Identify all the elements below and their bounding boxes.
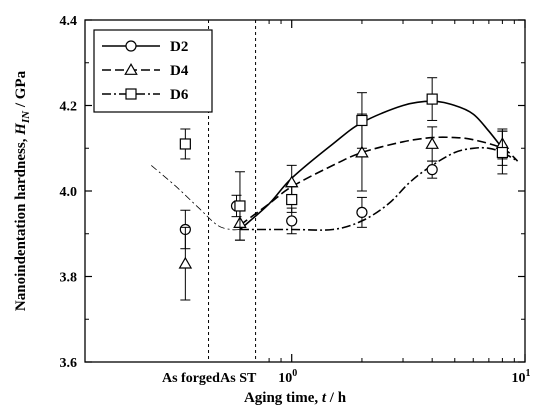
- series-curve-d6: [240, 146, 518, 231]
- series-curve-d2: [239, 100, 504, 231]
- point-d4-4: [355, 145, 369, 158]
- x-axis-title: Aging time, t / h: [244, 390, 347, 406]
- legend-label-d2: D2: [170, 39, 188, 55]
- category-label-1: As forged: [162, 371, 220, 386]
- legend-marker-d2: [125, 40, 137, 52]
- point-d6-5: [426, 93, 438, 105]
- legend-label-d6: D6: [170, 87, 189, 103]
- y-tick-label-5: 4.4: [60, 14, 78, 29]
- point-d2-5: [426, 164, 438, 176]
- guide-curve: [151, 165, 241, 231]
- category-label-2: As ST: [220, 371, 257, 386]
- x-tick-label-1: 100: [278, 368, 297, 386]
- legend-marker-d6: [125, 88, 137, 100]
- point-d4-5: [425, 137, 439, 149]
- axis-layer: 3.6 3.8 4.0 4.2 4.4 100 101 As forged As ST Aging…: [13, 14, 531, 406]
- point-d6-1: [179, 138, 191, 150]
- point-d2-3: [286, 215, 298, 227]
- point-d6-3: [286, 193, 298, 206]
- legend-marker-d4: [124, 63, 138, 75]
- point-d6-2: [234, 200, 246, 212]
- y-axis-title: Nanoindentation hardness, HIN / GPa: [13, 70, 32, 311]
- y-tick-label-2: 3.8: [60, 271, 78, 286]
- y-tick-label-1: 3.6: [60, 356, 78, 371]
- point-d6-4: [356, 114, 368, 127]
- point-d6-6: [496, 146, 508, 159]
- point-d4-1: [178, 256, 193, 269]
- point-d2-4: [356, 206, 368, 218]
- y-tick-label-4: 4.2: [60, 100, 78, 115]
- legend-label-d4: D4: [170, 63, 189, 79]
- legend-box: [93, 29, 213, 113]
- series-curve-d4: [239, 136, 519, 226]
- y-tick-label-3: 4.0: [60, 185, 78, 200]
- legend: D2 D4 D6: [93, 29, 213, 113]
- x-tick-label-2: 101: [512, 368, 531, 386]
- plot-layer: [151, 20, 519, 362]
